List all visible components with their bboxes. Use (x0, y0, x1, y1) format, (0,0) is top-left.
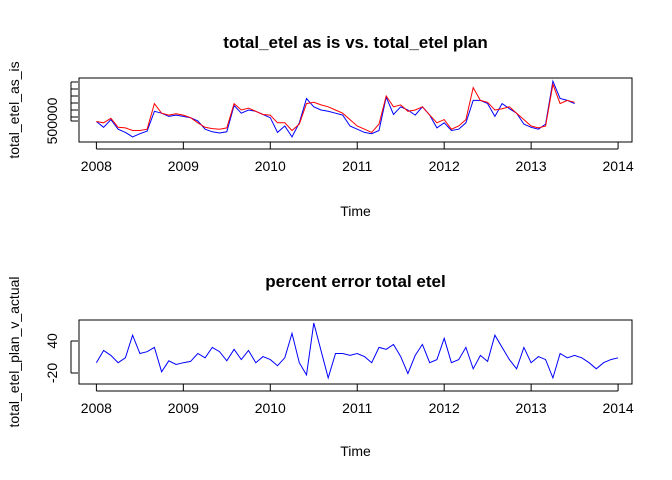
x-tick-label: 2010 (255, 158, 286, 174)
series-line-1 (96, 79, 575, 138)
x-tick-label: 2014 (603, 400, 634, 416)
x-axis-label: Time (340, 443, 371, 459)
series-line-1 (95, 322, 619, 380)
x-tick-label: 2009 (168, 158, 199, 174)
y-axis-label: total_etel_as_is (6, 61, 22, 158)
x-tick-label: 2010 (255, 400, 286, 416)
chart-panel-bottom: percent error total etel 2008 2009 2010 2011… (6, 272, 634, 459)
chart-title: total_etel as is vs. total_etel plan (223, 33, 488, 52)
x-tick-label: 2011 (342, 158, 372, 174)
x-tick-label: 2008 (81, 400, 112, 416)
plot-frame (78, 77, 633, 143)
x-axis-label: Time (340, 203, 371, 219)
x-tick-label: 2012 (429, 158, 460, 174)
x-tick-label: 2011 (342, 400, 372, 416)
x-tick-label: 2013 (516, 158, 547, 174)
x-tick-label: 2014 (603, 158, 634, 174)
x-tick-label: 2008 (81, 158, 112, 174)
x-tick-label: 2009 (168, 400, 199, 416)
y-tick-label: 500000 (44, 97, 60, 144)
y-tick-label: 40 (44, 333, 60, 349)
plot-frame (78, 319, 633, 385)
x-tick-label: 2012 (429, 400, 460, 416)
chart-panel-top: total_etel as is vs. total_etel plan 2008… (6, 33, 634, 219)
chart-title: percent error total etel (265, 272, 445, 291)
x-tick-label: 2013 (516, 400, 547, 416)
series-line-2 (96, 82, 575, 134)
y-axis-label: total_etel_plan_v_actual (6, 276, 22, 427)
y-tick-label: -20 (44, 363, 60, 383)
